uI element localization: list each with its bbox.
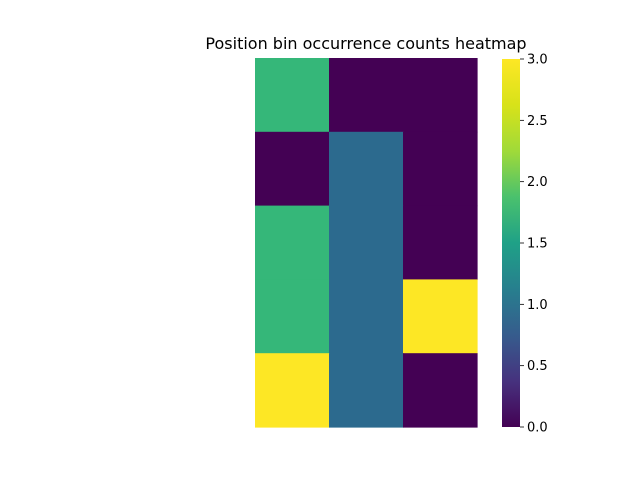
heatmap-cell [255, 279, 330, 354]
heatmap-cell [329, 205, 404, 280]
colorbar-ticks: 0.0 0.5 1.0 1.5 2.0 2.5 3.0 [520, 53, 548, 436]
heatmap-cell [255, 353, 330, 428]
heatmap-cell [403, 131, 478, 207]
heatmap-cell [255, 205, 330, 280]
colorbar-tick-label: 2.0 [527, 175, 548, 190]
colorbar-tick-label: 1.0 [527, 298, 548, 313]
heatmap-cell [255, 131, 330, 207]
heatmap-cell [329, 353, 404, 428]
heatmap-cell [403, 279, 478, 354]
chart-title: Position bin occurrence counts heatmap [205, 34, 526, 53]
colorbar-tick-label: 0.5 [527, 359, 548, 374]
colorbar [502, 59, 520, 427]
colorbar-gradient [502, 59, 520, 427]
colorbar-tick-label: 3.0 [527, 53, 548, 68]
colorbar-tick-label: 0.0 [527, 421, 548, 436]
heatmap-cell [403, 205, 478, 280]
heatmap-cell [329, 58, 404, 133]
heatmap-cell [403, 58, 478, 133]
heatmap-cell [329, 131, 404, 207]
colorbar-tick-label: 2.5 [527, 114, 548, 129]
heatmap-cell [329, 279, 404, 354]
heatmap-cells [255, 58, 478, 428]
heatmap-cell [255, 58, 330, 133]
colorbar-tick-label: 1.5 [527, 237, 548, 252]
heatmap-cell [403, 353, 478, 428]
